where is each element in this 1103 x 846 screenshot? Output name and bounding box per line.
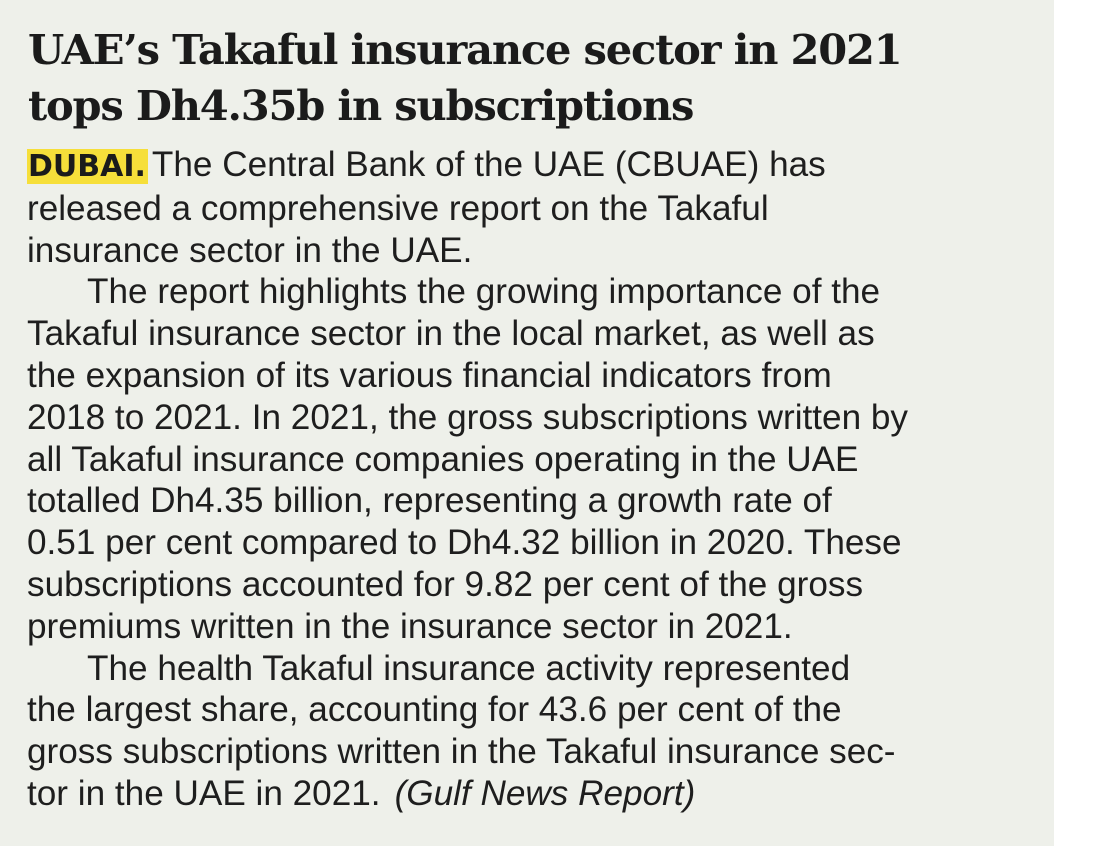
article-line-12: premiums written in the insurance sector…	[27, 606, 793, 646]
article-line-3: insurance sector in the UAE.	[27, 230, 473, 270]
article-line-16-text: tor in the UAE in 2021.	[27, 773, 381, 813]
article-line-11: subscriptions accounted for 9.82 per cen…	[27, 564, 864, 604]
article-line-6: the expansion of its various financial i…	[27, 355, 832, 395]
article-line-9: totalled Dh4.35 billion, representing a …	[27, 481, 832, 521]
article-line-1: DUBAI. The Central Bank of the UAE (CBUAE…	[27, 144, 1037, 188]
article-line-2: released a comprehensive report on the T…	[27, 188, 769, 228]
article-line-10: 0.51 per cent compared to Dh4.32 billion…	[27, 523, 902, 563]
news-clipping: UAE’s Takaful insurance sector in 2021 t…	[0, 0, 1054, 846]
article-line-4: The report highlights the growing import…	[87, 272, 881, 312]
credit: (Gulf News Report)	[394, 773, 696, 813]
headline: UAE’s Takaful insurance sector in 2021 t…	[28, 22, 1038, 134]
article-line-13: The health Takaful insurance activity re…	[87, 648, 851, 688]
article-line-14: the largest share, accounting for 43.6 p…	[27, 690, 842, 730]
article-body: DUBAI. The Central Bank of the UAE (CBUAE…	[27, 144, 1037, 815]
article-line-5: Takaful insurance sector in the local ma…	[27, 314, 875, 354]
headline-line-1: UAE’s Takaful insurance sector in 2021	[28, 25, 903, 74]
article-line-15: gross subscriptions written in the Takaf…	[27, 732, 896, 772]
article-line-1-text: The Central Bank of the UAE (CBUAE) has	[151, 145, 826, 184]
article-line-8: all Takaful insurance companies operatin…	[27, 439, 859, 479]
headline-line-2: tops Dh4.35b in subscriptions	[28, 81, 694, 130]
article-line-7: 2018 to 2021. In 2021, the gross subscri…	[27, 397, 909, 437]
dateline: DUBAI.	[27, 149, 148, 184]
article-line-16: tor in the UAE in 2021. (Gulf News Report…	[27, 773, 1037, 815]
